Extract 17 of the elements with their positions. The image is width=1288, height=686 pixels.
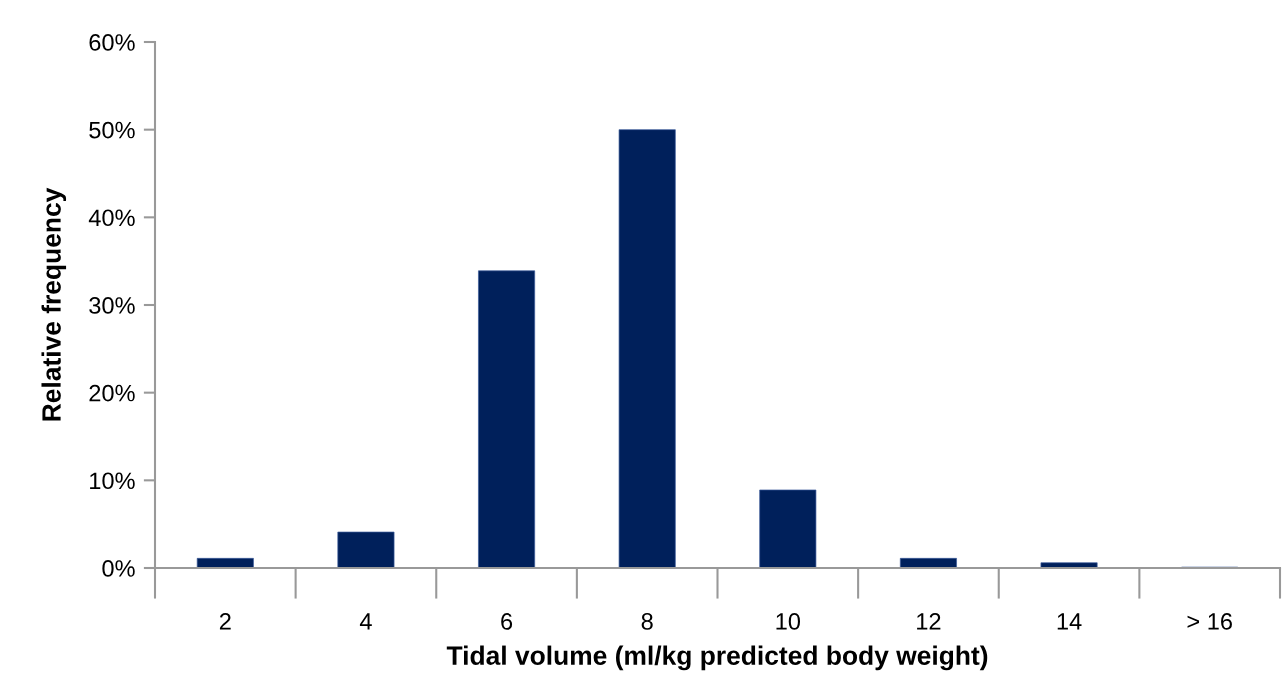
x-tick-label: 10 (776, 613, 801, 630)
y-tick-label: 20% (89, 384, 135, 402)
x-tick-label: 6 (501, 613, 513, 630)
y-tick-label: 0% (102, 560, 135, 577)
x-tick-label: 12 (917, 613, 941, 630)
x-tick-label: 14 (1057, 613, 1082, 630)
y-tick-label: 60% (89, 34, 135, 51)
x-tick-label: > 16 (1187, 613, 1232, 630)
x-tick-label: 2 (219, 613, 231, 630)
y-tick-label: 50% (89, 121, 135, 139)
y-tick-label: 40% (88, 209, 135, 227)
y-tick-label: 10% (90, 472, 135, 490)
x-axis-title: Tidal volume (ml/kg predicted body weight) (446, 645, 988, 671)
x-tick-label: 4 (359, 613, 372, 630)
x-tick-label: 8 (641, 613, 653, 630)
y-axis-title: Relative frequency (41, 187, 67, 421)
y-tick-label: 30% (89, 297, 135, 314)
